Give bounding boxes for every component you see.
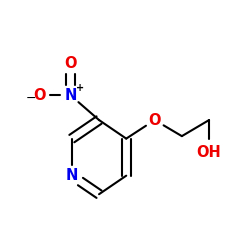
Text: O: O: [148, 112, 161, 128]
Text: N: N: [64, 88, 77, 103]
Text: N: N: [66, 168, 78, 183]
Text: +: +: [76, 84, 84, 94]
Text: O: O: [34, 88, 46, 103]
Text: O: O: [64, 56, 77, 71]
Text: OH: OH: [197, 145, 222, 160]
Text: −: −: [25, 92, 36, 105]
